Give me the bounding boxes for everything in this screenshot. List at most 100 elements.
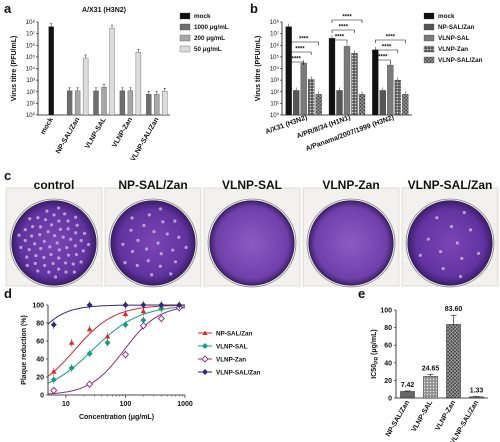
- sig-label-b: ****: [382, 45, 392, 51]
- x-tick-label-a: NP-SAL/Zan: [55, 117, 81, 156]
- y-tick-label-d: 100: [32, 303, 44, 310]
- bar-b: [328, 38, 336, 116]
- y-tick-label-a: 10⁶: [26, 42, 36, 49]
- bar-a: [119, 90, 126, 116]
- legend-label-d: VLNP-Zan: [216, 357, 246, 364]
- plaque: [50, 223, 54, 227]
- plaque: [173, 219, 177, 223]
- bar-b: [336, 90, 343, 116]
- plate-well: [11, 200, 97, 286]
- y-tick-label-b: 10²: [270, 90, 279, 96]
- y-tick-label-d: 0: [40, 393, 44, 400]
- x-tick-label-a: VLNP-SAL/Zan: [130, 117, 161, 163]
- y-tick-label-d: 80: [36, 321, 44, 328]
- plaque: [441, 266, 445, 271]
- plaque: [30, 234, 34, 238]
- bar-a: [82, 57, 89, 116]
- plaque: [42, 255, 46, 260]
- point-d: [157, 314, 165, 323]
- plate-well: [407, 200, 493, 286]
- plate-well: [209, 200, 295, 286]
- plate-rim: [9, 198, 99, 288]
- bar-a: [93, 90, 99, 116]
- plaque: [45, 209, 49, 213]
- plaque: [57, 206, 61, 210]
- y-label-d: Plaque reduction (%): [21, 315, 28, 385]
- legend-label-b: VLNP-SAL: [438, 35, 470, 42]
- x-tick-label-e: VLNP-Zan: [434, 400, 457, 432]
- plate-title: VLNP-SAL/Zan: [408, 178, 493, 192]
- plaque: [123, 260, 127, 265]
- point-d: [50, 376, 57, 383]
- legend-swatch-b: [423, 56, 435, 64]
- y-label-b: Virus titre (PFU/mL): [255, 36, 262, 102]
- y-label-main-e: IC50: [371, 364, 378, 379]
- plaque: [61, 235, 65, 239]
- bar-a: [109, 27, 115, 116]
- legend-label-d: VLNP-SAL: [216, 344, 248, 351]
- plaque: [165, 232, 169, 236]
- plaque: [39, 246, 43, 251]
- plaque: [32, 242, 37, 246]
- sig-label-b: ****: [299, 37, 309, 43]
- point-d: [50, 368, 57, 374]
- plaque: [142, 223, 146, 228]
- legend-swatch-a: [179, 23, 191, 31]
- plaque: [462, 210, 466, 215]
- plaque: [66, 253, 71, 257]
- point-d: [158, 302, 165, 308]
- plaque: [130, 249, 135, 254]
- legend-label-a: 200 μg/mL: [194, 35, 225, 42]
- plaque: [17, 233, 21, 237]
- bar-a: [127, 90, 134, 116]
- y-tick-label-b: 10³: [270, 78, 279, 84]
- x-tick-label-a: mock: [40, 116, 55, 135]
- y-tick-label-b: 10⁰: [270, 112, 280, 119]
- plaque: [63, 212, 67, 216]
- sig-bracket-b: [288, 41, 319, 45]
- chart-a: A/X31 (H3N2) 10⁰ 10¹ 10² 10³ 10⁴ 10⁵ 10⁶ 10⁷ 10⁸ V…: [11, 7, 229, 163]
- plate-title: NP-SAL/Zan: [118, 178, 187, 192]
- plaque: [121, 242, 125, 246]
- plaque: [71, 262, 75, 266]
- point-d: [68, 340, 75, 345]
- plaque: [47, 270, 51, 274]
- y-tick-label-a: 10⁴: [26, 66, 36, 73]
- plaque: [66, 219, 70, 223]
- bar-b: [387, 64, 394, 116]
- y-tick-label-b: 10⁸: [270, 19, 280, 26]
- legend-swatch-a: [179, 12, 191, 20]
- plate-title: VLNP-SAL: [222, 178, 282, 192]
- panel-letter-b: b: [250, 1, 258, 16]
- legend-label-a: 1000 μg/mL: [194, 24, 229, 31]
- legend-marker-d: [202, 330, 208, 335]
- value-label-e: 83.60: [445, 306, 463, 313]
- plaque: [169, 272, 173, 276]
- legend-marker-d: [202, 343, 208, 349]
- bar-a: [48, 26, 54, 116]
- plaque: [158, 207, 163, 211]
- plaque: [135, 263, 139, 268]
- plaque: [57, 267, 61, 271]
- point-d: [86, 302, 93, 308]
- point-d: [176, 302, 183, 308]
- plaque: [136, 238, 140, 242]
- plaque: [53, 275, 58, 279]
- y-tick-label-e: 100: [380, 308, 392, 315]
- plaque: [130, 216, 134, 220]
- plaque: [156, 241, 160, 245]
- point-d: [86, 326, 93, 332]
- plaque: [177, 235, 181, 239]
- sig-label-b: ****: [378, 55, 388, 61]
- plaque: [129, 228, 133, 232]
- plaque: [455, 241, 459, 245]
- plaque: [57, 256, 61, 260]
- y-tick-label-a: 10⁷: [26, 31, 35, 38]
- y-tick-label-a: 10⁸: [26, 19, 36, 26]
- point-d: [122, 321, 129, 328]
- y-tick-label-e: 40: [384, 360, 392, 367]
- point-d: [139, 322, 148, 330]
- panel-letter-c: c: [4, 168, 11, 183]
- legend-label-b: VLNP-SAL/Zan: [438, 57, 483, 64]
- bar-a: [66, 90, 73, 116]
